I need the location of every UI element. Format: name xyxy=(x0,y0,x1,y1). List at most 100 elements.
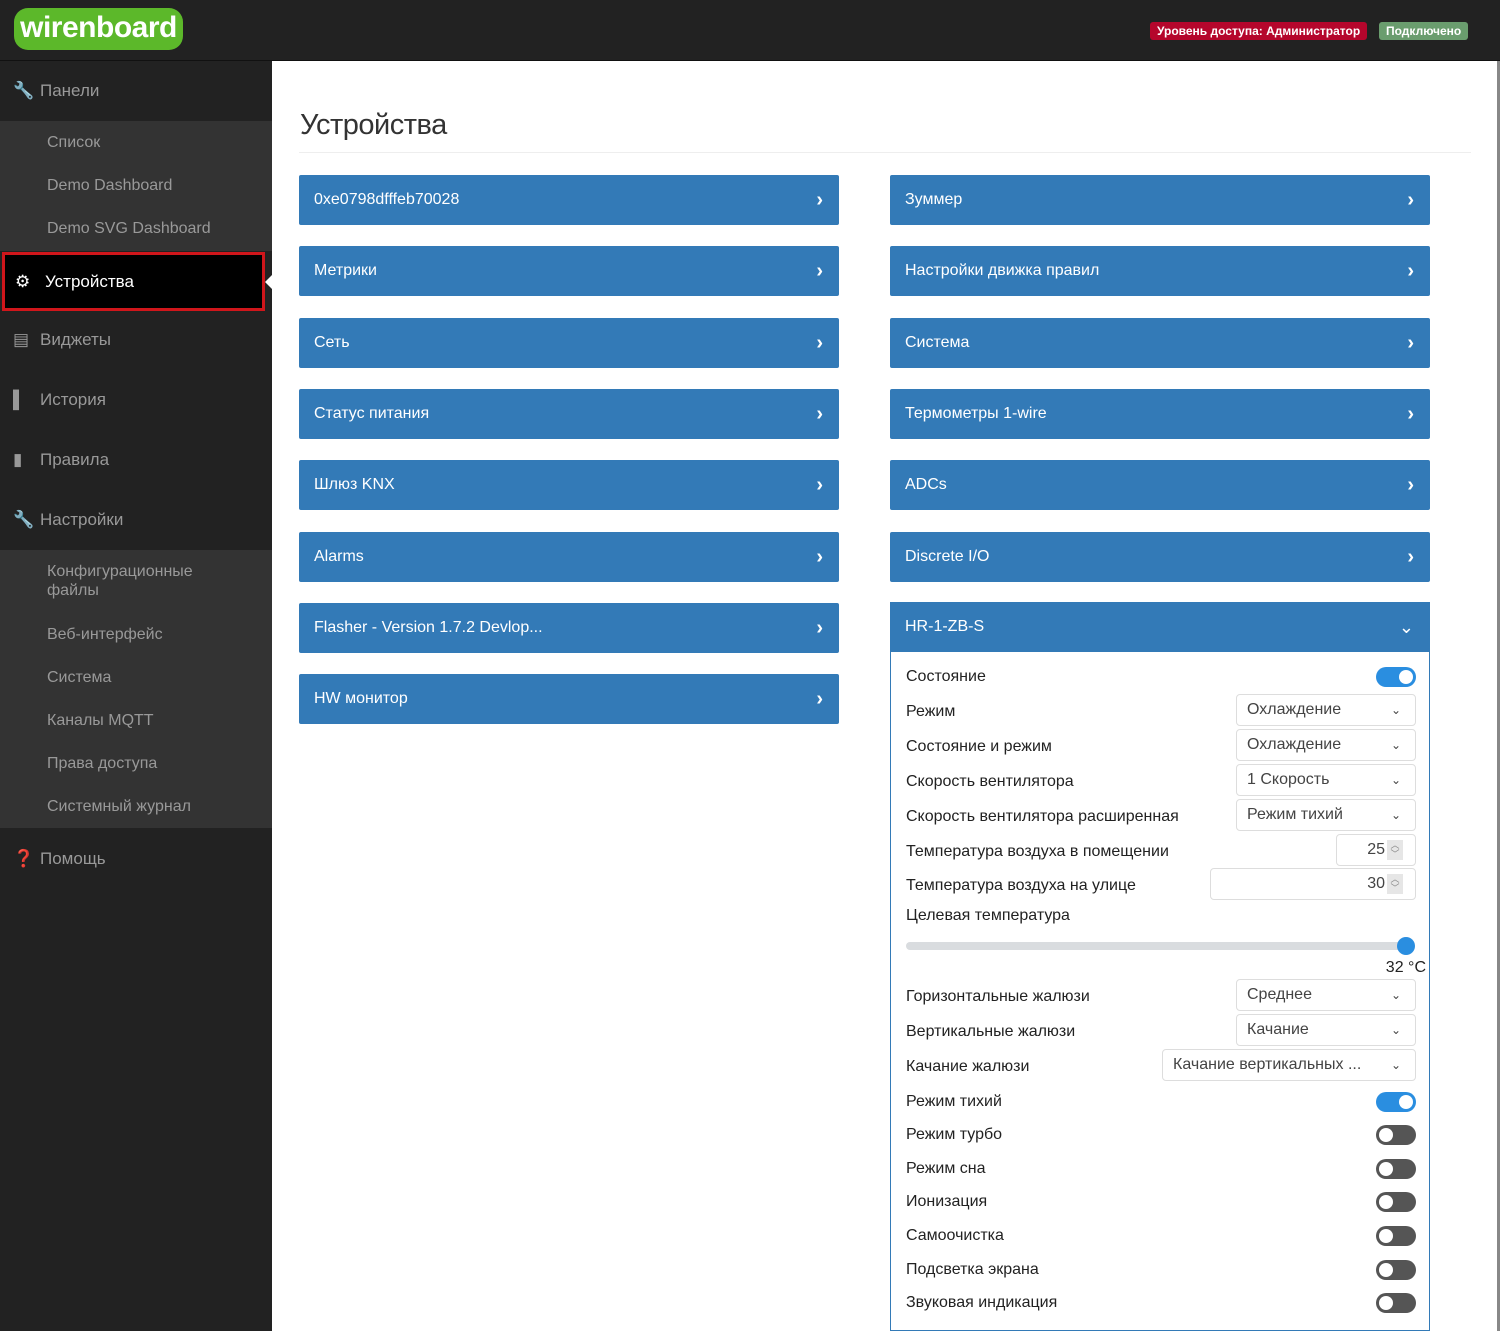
control-row: Звуковая индикация xyxy=(906,1291,1416,1315)
device-name: Discrete I/O xyxy=(905,547,990,565)
control-row: Скорость вентилятора расширенная Режим ти… xyxy=(906,799,1416,831)
device-button[interactable]: Сеть › xyxy=(299,317,839,368)
nav-config-files[interactable]: Конфигурационные файлы xyxy=(47,563,193,599)
control-row: Скорость вентилятора 1 Скорость ⌄ xyxy=(906,764,1416,796)
device-name: Термометры 1-wire xyxy=(905,404,1047,422)
toggle-switch[interactable] xyxy=(1376,1159,1416,1179)
device-button[interactable]: Метрики › xyxy=(299,246,839,297)
toggle-knob xyxy=(1379,1195,1393,1209)
device-button[interactable]: Настройки движка правил › xyxy=(890,246,1430,297)
control-row: Состояние и режим Охлаждение ⌄ xyxy=(906,729,1416,761)
nav-mqtt-channels[interactable]: Каналы MQTT xyxy=(47,712,154,729)
toggle-switch[interactable] xyxy=(1376,1125,1416,1145)
nav-help[interactable]: ❓ Помощь xyxy=(0,829,272,889)
control-label: Подсветка экрана xyxy=(906,1261,1039,1278)
device-name: Шлюз KNX xyxy=(314,476,395,494)
nav-panels[interactable]: 🔧 Панели xyxy=(0,61,272,121)
nav-panels-list[interactable]: Список xyxy=(47,134,101,151)
number-input[interactable]: 25 ︿ ﹀ xyxy=(1336,834,1416,866)
nav-rules[interactable]: ▮ Правила xyxy=(0,430,272,490)
file-icon: ▮ xyxy=(13,450,23,469)
chevron-right-icon: › xyxy=(1407,402,1414,425)
wirenboard-logo[interactable]: wirenboard xyxy=(14,8,183,50)
bar-chart-icon: ▌ xyxy=(13,390,26,409)
access-level-badge: Уровень доступа: Администратор xyxy=(1150,22,1368,40)
select-value: 1 Скорость xyxy=(1247,771,1330,788)
nav-label: Настройки xyxy=(40,510,124,529)
chevron-down-icon: ⌄ xyxy=(1390,988,1401,1002)
device-button[interactable]: Термометры 1-wire › xyxy=(890,388,1430,439)
toggle-knob xyxy=(1379,1162,1393,1176)
device-button[interactable]: Discrete I/O › xyxy=(890,531,1430,582)
device-button[interactable]: Flasher - Version 1.7.2 Devlop... › xyxy=(299,602,839,653)
control-row: Режим сна xyxy=(906,1157,1416,1181)
control-label: Температура воздуха на улице xyxy=(906,877,1136,894)
chevron-right-icon: › xyxy=(816,260,823,283)
device-button[interactable]: ADCs › xyxy=(890,460,1430,511)
select-dropdown[interactable]: Охлаждение ⌄ xyxy=(1236,729,1416,761)
active-indicator xyxy=(265,275,272,289)
device-name: HR-1-ZB-S xyxy=(905,618,985,635)
device-name: Зуммер xyxy=(905,191,963,208)
toggle-switch[interactable] xyxy=(1376,1293,1416,1313)
nav-demo-dashboard[interactable]: Demo Dashboard xyxy=(47,177,173,194)
chevron-down-icon: ⌄ xyxy=(1390,808,1401,822)
chevron-right-icon: › xyxy=(1407,545,1414,568)
select-dropdown[interactable]: Среднее ⌄ xyxy=(1236,979,1416,1011)
device-button[interactable]: Система › xyxy=(890,317,1430,368)
chevron-down-icon: ⌄ xyxy=(1390,1058,1401,1072)
nav-history[interactable]: ▌ История xyxy=(0,370,272,430)
nav-system[interactable]: Система xyxy=(47,669,112,686)
nav-label: Правила xyxy=(40,450,110,469)
nav-demo-svg-dashboard[interactable]: Demo SVG Dashboard xyxy=(47,220,211,237)
toggle-knob xyxy=(1379,1263,1393,1277)
number-input[interactable]: 30 ︿ ﹀ xyxy=(1210,868,1416,900)
select-value: Качание вертикальных ... xyxy=(1173,1056,1362,1073)
control-row: Температура воздуха в помещении 25 ︿ ﹀ xyxy=(906,834,1416,866)
device-button[interactable]: 0xe0798dfffeb70028 › xyxy=(299,175,839,225)
device-header-hr-1-zb-s[interactable]: HR-1-ZB-S ⌄ xyxy=(890,602,1430,652)
select-dropdown[interactable]: Качание ⌄ xyxy=(1236,1014,1416,1046)
device-button[interactable]: Шлюз KNX › xyxy=(299,460,839,511)
nav-settings[interactable]: 🔧 Настройки xyxy=(0,490,272,550)
main-content: Устройства 0xe0798dfffeb70028 › Метрики › Се… xyxy=(272,61,1497,1331)
chevron-right-icon: › xyxy=(1407,260,1414,283)
device-button[interactable]: HW монитор › xyxy=(299,674,839,725)
toggle-switch[interactable] xyxy=(1376,1192,1416,1212)
control-label: Самоочистка xyxy=(906,1227,1004,1244)
number-value: 30 xyxy=(1367,875,1385,892)
select-dropdown[interactable]: 1 Скорость ⌄ xyxy=(1236,764,1416,796)
nav-web-ui[interactable]: Веб-интерфейс xyxy=(47,626,163,643)
toggle-switch[interactable] xyxy=(1376,1092,1416,1112)
slider-thumb[interactable] xyxy=(1397,937,1415,955)
select-dropdown[interactable]: Качание вертикальных ... ⌄ xyxy=(1162,1049,1416,1081)
control-row: Вертикальные жалюзи Качание ⌄ xyxy=(906,1014,1416,1046)
chevron-down-icon: ⌄ xyxy=(1398,617,1414,637)
toggle-switch[interactable] xyxy=(1376,667,1416,687)
device-button[interactable]: Зуммер › xyxy=(890,175,1430,225)
scrollbar[interactable] xyxy=(1497,61,1500,1331)
control-row: Состояние xyxy=(906,665,1416,689)
control-label: Режим турбо xyxy=(906,1126,1003,1143)
control-label: Целевая температура xyxy=(906,907,1070,924)
device-name: Настройки движка правил xyxy=(905,262,1100,280)
slider-track[interactable] xyxy=(906,937,1415,955)
control-label: Температура воздуха в помещении xyxy=(906,843,1169,860)
chevron-right-icon: › xyxy=(816,402,823,425)
device-button[interactable]: Alarms › xyxy=(299,531,839,582)
device-panel-hr-1-zb-s: Состояние Режим Охлаждение ⌄ Состояние и реж… xyxy=(890,602,1430,1331)
nav-devices[interactable]: ⚙ Устройства xyxy=(2,252,265,311)
nav-widgets[interactable]: ▤ Виджеты xyxy=(0,310,272,370)
spinner-icon[interactable]: ︿ ﹀ xyxy=(1387,840,1403,860)
device-name: Alarms xyxy=(314,547,364,565)
select-dropdown[interactable]: Режим тихий ⌄ xyxy=(1236,799,1416,831)
nav-access-rights[interactable]: Права доступа xyxy=(47,755,158,772)
toggle-switch[interactable] xyxy=(1376,1226,1416,1246)
device-button[interactable]: Статус питания › xyxy=(299,388,839,439)
spinner-icon[interactable]: ︿ ﹀ xyxy=(1387,874,1403,894)
toggle-switch[interactable] xyxy=(1376,1260,1416,1280)
select-dropdown[interactable]: Охлаждение ⌄ xyxy=(1236,694,1416,726)
nav-system-log[interactable]: Системный журнал xyxy=(47,798,191,815)
select-value: Охлаждение xyxy=(1247,701,1342,718)
slider-value: 32 °C xyxy=(1385,959,1426,976)
